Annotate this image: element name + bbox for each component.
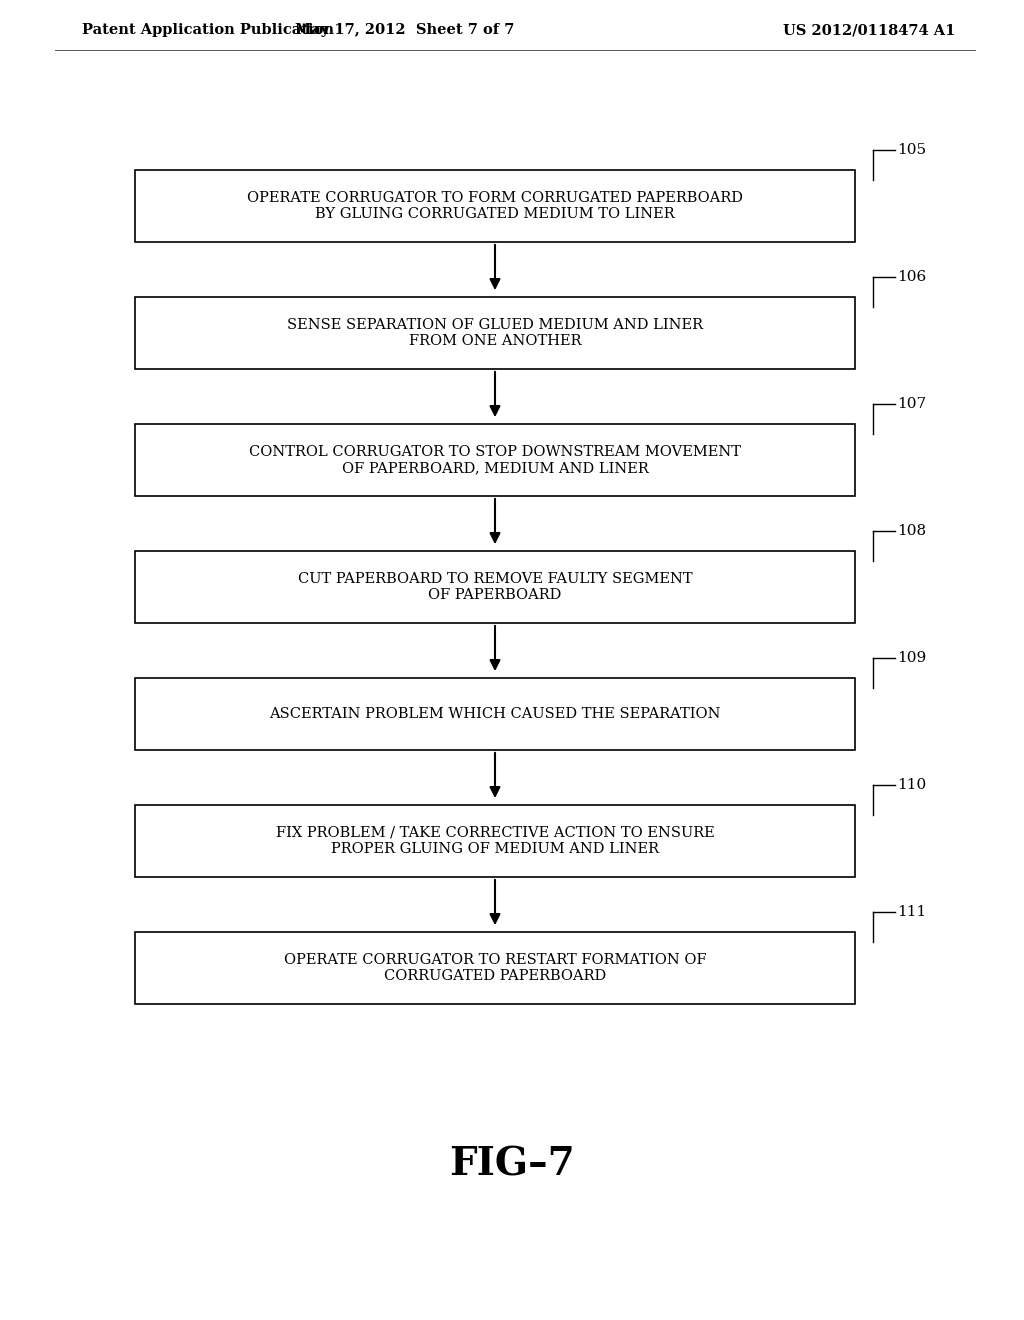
Text: FIX PROBLEM / TAKE CORRECTIVE ACTION TO ENSURE
PROPER GLUING OF MEDIUM AND LINER: FIX PROBLEM / TAKE CORRECTIVE ACTION TO … [275,826,715,857]
Text: ASCERTAIN PROBLEM WHICH CAUSED THE SEPARATION: ASCERTAIN PROBLEM WHICH CAUSED THE SEPAR… [269,708,721,721]
Text: 108: 108 [897,524,926,539]
Text: 110: 110 [897,777,927,792]
Text: 111: 111 [897,906,927,919]
Bar [135,932,855,1005]
Text: SENSE SEPARATION OF GLUED MEDIUM AND LINER
FROM ONE ANOTHER: SENSE SEPARATION OF GLUED MEDIUM AND LIN… [287,318,703,348]
Text: 106: 106 [897,271,927,284]
Text: CONTROL CORRUGATOR TO STOP DOWNSTREAM MOVEMENT
OF PAPERBOARD, MEDIUM AND LINER: CONTROL CORRUGATOR TO STOP DOWNSTREAM MO… [249,445,741,475]
Text: US 2012/0118474 A1: US 2012/0118474 A1 [782,22,955,37]
Bar [135,678,855,750]
Text: 109: 109 [897,651,927,665]
Text: OPERATE CORRUGATOR TO RESTART FORMATION OF
CORRUGATED PAPERBOARD: OPERATE CORRUGATOR TO RESTART FORMATION … [284,953,707,983]
Text: 105: 105 [897,143,926,157]
Bar [135,170,855,242]
Text: 107: 107 [897,397,926,411]
Bar [135,550,855,623]
Bar [135,805,855,876]
Text: CUT PAPERBOARD TO REMOVE FAULTY SEGMENT
OF PAPERBOARD: CUT PAPERBOARD TO REMOVE FAULTY SEGMENT … [298,572,692,602]
Bar [135,424,855,496]
Text: OPERATE CORRUGATOR TO FORM CORRUGATED PAPERBOARD
BY GLUING CORRUGATED MEDIUM TO : OPERATE CORRUGATOR TO FORM CORRUGATED PA… [247,191,743,220]
Text: May 17, 2012  Sheet 7 of 7: May 17, 2012 Sheet 7 of 7 [295,22,515,37]
Text: Patent Application Publication: Patent Application Publication [82,22,334,37]
Text: FIG–7: FIG–7 [450,1146,574,1184]
Bar [135,297,855,370]
